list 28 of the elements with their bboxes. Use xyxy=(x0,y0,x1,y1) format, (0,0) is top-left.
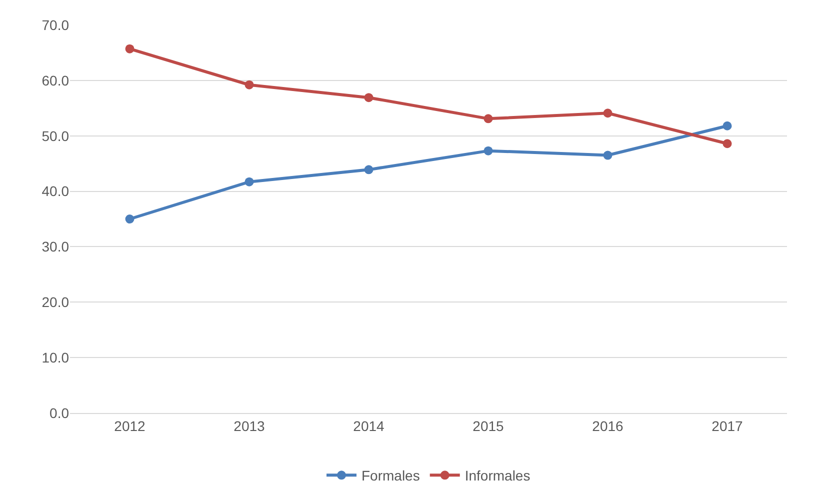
y-tick-label: 70.0 xyxy=(42,16,70,33)
x-tick-label: 2017 xyxy=(712,418,744,434)
legend-label: Informales xyxy=(464,468,530,484)
point xyxy=(125,214,134,224)
y-tick-label: 30.0 xyxy=(42,238,70,255)
y-tick-label: 20.0 xyxy=(42,294,70,310)
point xyxy=(244,177,254,186)
point xyxy=(603,108,612,118)
x-tick-label: 2014 xyxy=(353,418,385,434)
y-tick-label: 40.0 xyxy=(42,183,70,200)
point xyxy=(125,44,134,54)
x-tick-label: 2016 xyxy=(592,418,624,434)
y-tick-label: 50.0 xyxy=(42,128,70,144)
legend-label: Formales xyxy=(362,468,420,484)
point xyxy=(364,93,374,102)
point xyxy=(244,80,254,90)
y-tick-label: 10.0 xyxy=(42,349,70,366)
y-tick-label: 60.0 xyxy=(42,72,70,88)
point xyxy=(603,150,612,160)
point xyxy=(722,139,732,148)
point xyxy=(722,121,732,130)
x-tick-label: 2012 xyxy=(114,418,146,434)
point xyxy=(484,114,493,124)
y-tick-label: 0.0 xyxy=(50,404,70,421)
x-tick-label: 2015 xyxy=(472,418,504,434)
point xyxy=(484,146,493,156)
point xyxy=(364,165,374,174)
x-tick-label: 2013 xyxy=(234,418,266,434)
